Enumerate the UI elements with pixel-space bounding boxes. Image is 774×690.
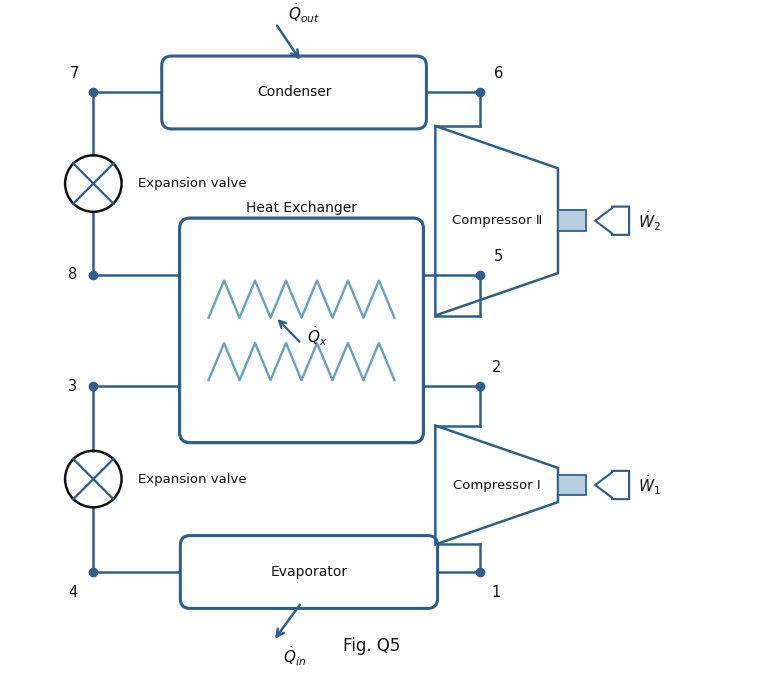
Text: Compressor Ⅰ: Compressor Ⅰ: [453, 478, 540, 491]
Text: 4: 4: [68, 585, 77, 600]
Text: $\dot{Q}_x$: $\dot{Q}_x$: [307, 324, 328, 348]
Text: Compressor Ⅱ: Compressor Ⅱ: [451, 214, 542, 227]
Text: 2: 2: [491, 360, 501, 375]
Text: $\dot{Q}_{out}$: $\dot{Q}_{out}$: [288, 2, 320, 26]
FancyBboxPatch shape: [180, 535, 437, 609]
Text: 8: 8: [68, 267, 77, 282]
Text: 1: 1: [491, 585, 501, 600]
Text: Expansion valve: Expansion valve: [138, 177, 247, 190]
Text: 6: 6: [494, 66, 503, 81]
FancyBboxPatch shape: [162, 56, 426, 129]
FancyBboxPatch shape: [180, 218, 423, 442]
Text: Heat Exchanger: Heat Exchanger: [246, 201, 357, 215]
Text: $\dot{W}_1$: $\dot{W}_1$: [639, 473, 661, 497]
Text: Condenser: Condenser: [257, 86, 331, 99]
FancyBboxPatch shape: [558, 475, 586, 495]
Text: 7: 7: [70, 66, 80, 81]
Text: Fig. Q5: Fig. Q5: [344, 638, 401, 656]
Text: 3: 3: [68, 379, 77, 393]
Text: Expansion valve: Expansion valve: [138, 473, 247, 486]
Text: 5: 5: [494, 248, 503, 264]
Text: Evaporator: Evaporator: [270, 565, 348, 579]
Text: $\dot{W}_2$: $\dot{W}_2$: [639, 209, 661, 233]
Text: $\dot{Q}_{in}$: $\dot{Q}_{in}$: [283, 644, 306, 668]
FancyBboxPatch shape: [558, 210, 586, 231]
